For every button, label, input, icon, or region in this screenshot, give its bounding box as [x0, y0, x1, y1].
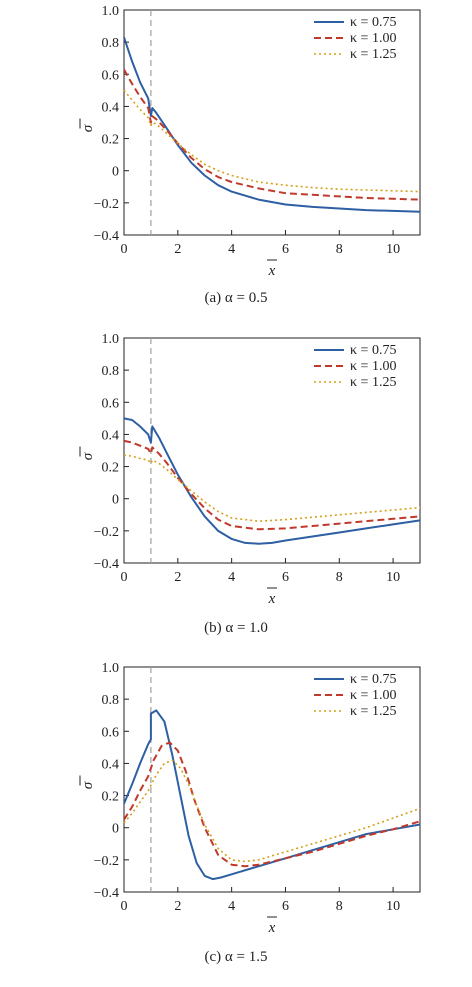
chart-panel-c: 1.0 0.8 0.6 0.4 0.2 0 −0.2 −0.4 0 2 4 6 8 10 x σ κ = 0.7…: [0, 657, 472, 987]
chart2-xtick-label: 6: [282, 899, 289, 914]
chart0-ytick-label: 0.8: [102, 36, 120, 51]
chart1-xtick-label: 8: [336, 570, 343, 585]
chart1-xtick-label: 4: [228, 570, 235, 585]
chart0-xtick-label: 8: [336, 242, 343, 257]
chart0-xtick-label: 6: [282, 242, 289, 257]
chart2-xtick-label: 4: [228, 899, 235, 914]
chart0-legend-label: κ = 0.75: [350, 15, 396, 30]
chart1-legend-label: κ = 1.25: [350, 375, 396, 390]
chart2-ytick-label: −0.4: [94, 886, 119, 901]
chart1-legend-label: κ = 0.75: [350, 343, 396, 358]
chart1-ytick-label: 0.2: [102, 461, 120, 476]
chart2-legend-label: κ = 1.25: [350, 704, 396, 719]
chart0-ytick-label: 0: [112, 165, 119, 180]
chart2-series-2: [123, 759, 421, 863]
chart2-legend-label: κ = 0.75: [350, 672, 396, 687]
chart1-ylabel: σ: [80, 452, 96, 460]
caption-b: (b) α = 1.0: [204, 620, 268, 636]
chart0-series-2: [123, 89, 421, 193]
chart1-xlabel: x: [268, 591, 276, 607]
chart0-xtick-label: 10: [386, 242, 400, 257]
chart2-frame: [123, 666, 421, 893]
chart0-legend-label: κ = 1.25: [350, 47, 396, 62]
chart2-xtick-label: 2: [174, 899, 181, 914]
chart2-ytick-label: 0.8: [102, 693, 120, 708]
chart2-xtick-label: 8: [336, 899, 343, 914]
chart2-ytick-label: 0.4: [102, 757, 120, 772]
chart1-xtick-label: 6: [282, 570, 289, 585]
chart1-ytick-label: −0.4: [94, 557, 119, 572]
chart1-ytick-label: 0.6: [102, 396, 120, 411]
chart0-ytick-label: 1.0: [102, 4, 120, 19]
chart2-ytick-label: 0.2: [102, 790, 120, 805]
chart2-series-1: [123, 741, 421, 868]
chart1-frame: [123, 337, 421, 564]
chart0-ytick-label: −0.4: [94, 229, 119, 244]
chart0-frame: [123, 9, 421, 236]
chart0-series-0: [123, 36, 421, 213]
chart1-legend-label: κ = 1.00: [350, 359, 396, 374]
chart1-xtick-label: 10: [386, 570, 400, 585]
chart2-ytick-label: 0: [112, 822, 119, 837]
chart0-ytick-label: 0.4: [102, 100, 120, 115]
chart0-legend-label: κ = 1.00: [350, 31, 396, 46]
chart2-series-0: [123, 709, 421, 881]
chart0-ylabel: σ: [80, 124, 96, 132]
chart2-legend-label: κ = 1.00: [350, 688, 396, 703]
chart0-xtick-label: 4: [228, 242, 235, 257]
chart2-ytick-label: −0.2: [94, 854, 119, 869]
caption-c: (c) α = 1.5: [204, 949, 268, 965]
chart2-ylabel: σ: [80, 781, 96, 789]
chart0-xtick-label: 0: [121, 242, 128, 257]
chart1-ytick-label: −0.2: [94, 525, 119, 540]
chart0-xtick-label: 2: [174, 242, 181, 257]
chart1-xtick-label: 2: [174, 570, 181, 585]
chart1-ytick-label: 0.8: [102, 364, 120, 379]
chart0-ytick-label: 0.2: [102, 133, 120, 148]
chart1-series-2: [123, 454, 421, 522]
caption-a: (a) α = 0.5: [204, 290, 268, 306]
chart1-ytick-label: 1.0: [102, 332, 120, 347]
chart2-ytick-label: 0.6: [102, 725, 120, 740]
chart0-ytick-label: −0.2: [94, 197, 119, 212]
chart0-series-1: [123, 69, 421, 201]
chart0-ytick-label: 0.6: [102, 68, 120, 83]
chart2-ytick-label: 1.0: [102, 661, 120, 676]
chart2-xtick-label: 10: [386, 899, 400, 914]
chart1-ytick-label: 0.4: [102, 428, 120, 443]
chart1-series-1: [123, 439, 421, 531]
chart1-series-0: [123, 417, 421, 545]
chart1-ytick-label: 0: [112, 493, 119, 508]
chart0-xlabel: x: [268, 263, 276, 279]
chart-panel-b: 1.0 0.8 0.6 0.4 0.2 0 −0.2 −0.4 0 2 4 6 8 10 x σ κ = 0.7…: [0, 328, 472, 658]
chart1-xtick-label: 0: [121, 570, 128, 585]
chart-panel-a: 1.0 0.8 0.6 0.4 0.2 0 −0.2 −0.4 0 2 4 6 8 10 x σ κ = 0.7…: [0, 0, 472, 330]
chart2-xtick-label: 0: [121, 899, 128, 914]
chart2-xlabel: x: [268, 920, 276, 936]
